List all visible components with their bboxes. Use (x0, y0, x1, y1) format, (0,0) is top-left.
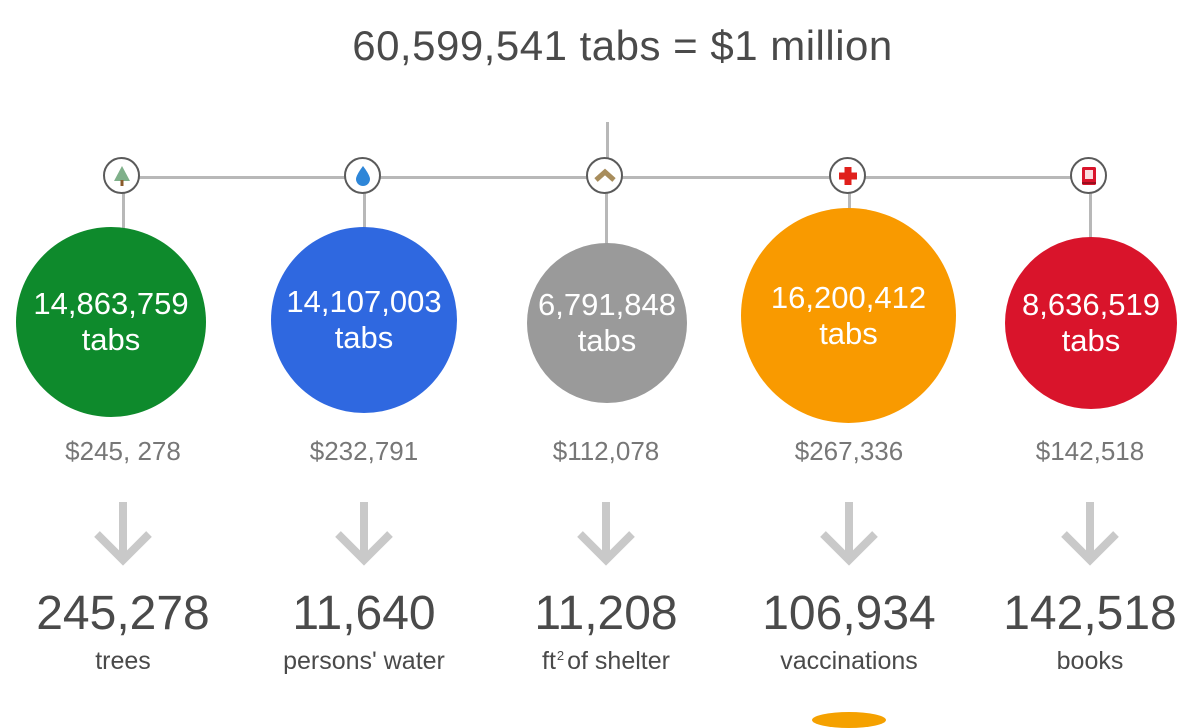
roof-icon (586, 157, 623, 194)
tabs-unit: tabs (819, 315, 878, 351)
impact-count: 245,278 (36, 587, 210, 640)
connector-line (605, 178, 608, 246)
impact-count: 142,518 (1003, 587, 1177, 640)
water-drop-icon (344, 157, 381, 194)
category-water: 14,107,003 tabs $232,791 11,640 persons'… (244, 0, 484, 719)
page-title: 60,599,541 tabs = $1 million (352, 22, 893, 69)
tabs-count: 16,200,412 (770, 279, 927, 315)
top-connector-line (606, 122, 609, 178)
impact-count: 106,934 (762, 587, 936, 640)
tabs-unit: tabs (334, 320, 394, 355)
medical-cross-icon (829, 157, 866, 194)
dollar-amount: $245, 278 (65, 436, 181, 466)
category-books: 8,636,519 tabs $142,518 142,518 books (970, 0, 1200, 719)
dollar-amount: $112,078 (552, 436, 660, 466)
connector-line (363, 178, 366, 230)
tabs-bubble: 6,791,848 tabs (527, 243, 687, 403)
down-arrow-icon (820, 502, 878, 566)
tabs-count: 14,863,759 (33, 286, 189, 321)
tabs-unit: tabs (577, 323, 637, 358)
tabs-unit: tabs (81, 322, 141, 357)
impact-label: persons' water (283, 647, 445, 675)
tabs-unit: tabs (1061, 323, 1121, 358)
book-icon (1070, 157, 1107, 194)
tabs-count: 14,107,003 (286, 284, 442, 319)
impact-label: vaccinations (780, 647, 918, 675)
impact-label: trees (95, 647, 151, 675)
down-arrow-icon (94, 502, 152, 566)
dollar-amount: $232,791 (309, 436, 419, 466)
down-arrow-icon (335, 502, 393, 566)
tabs-bubble: 14,107,003 tabs (271, 227, 457, 413)
cropped-shape (812, 712, 886, 728)
category-shelter: 6,791,848 tabs $112,078 11,208 ft2 of she… (486, 0, 726, 719)
impact-label: books (1056, 647, 1124, 675)
connector-line (848, 178, 851, 212)
tabs-bubble: 16,200,412 tabs (741, 208, 956, 423)
tabs-bubble: 8,636,519 tabs (1005, 237, 1177, 409)
dollar-amount: $142,518 (1035, 436, 1145, 466)
dollar-amount: $267,336 (794, 436, 904, 466)
tabs-count: 8,636,519 (1022, 287, 1160, 322)
connector-line (122, 178, 125, 230)
category-trees: 14,863,759 tabs $245, 278 245,278 trees (3, 0, 243, 719)
down-arrow-icon (1061, 502, 1119, 566)
tabs-bubble: 14,863,759 tabs (16, 227, 206, 417)
down-arrow-icon (577, 502, 635, 566)
impact-label: ft2 of shelter (542, 647, 670, 675)
impact-count: 11,208 (534, 587, 678, 640)
category-vaccinations: 16,200,412 tabs $267,336 106,934 vaccina… (729, 0, 969, 719)
tabs-count: 6,791,848 (538, 287, 676, 322)
connector-line (1089, 178, 1092, 240)
tree-icon (103, 157, 140, 194)
impact-count: 11,640 (292, 587, 436, 640)
